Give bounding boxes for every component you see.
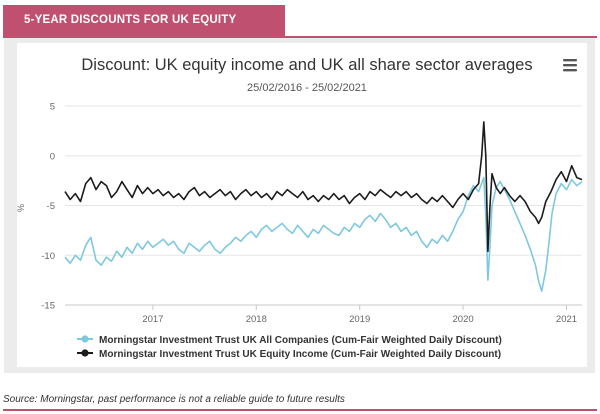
chart-title: Discount: UK equity income and UK all sh…: [81, 56, 532, 74]
line-chart: Discount: UK equity income and UK all sh…: [17, 56, 583, 360]
x-tick-label: 2018: [246, 314, 267, 325]
legend-item-label[interactable]: Morningstar Investment Trust UK All Comp…: [99, 335, 502, 346]
y-tick-label: -10: [41, 251, 55, 262]
source-note: Source: Morningstar, past performance is…: [3, 394, 345, 405]
x-tick-label: 2019: [349, 314, 370, 325]
section-banner: 5-YEAR DISCOUNTS FOR UK EQUITY TRUSTS: [3, 5, 285, 57]
bottom-rule: [3, 409, 597, 411]
legend-swatch-marker: [81, 349, 89, 357]
series-line-equity-income: [64, 121, 583, 253]
chart-card: Discount: UK equity income and UK all sh…: [17, 43, 587, 367]
chart-subtitle: 25/02/2016 - 25/02/2021: [247, 82, 367, 94]
x-tick-label: 2017: [142, 314, 163, 325]
y-tick-label: -15: [41, 301, 55, 312]
x-tick-label: 2021: [556, 314, 577, 325]
y-tick-label: -5: [47, 201, 55, 212]
series-line-all-companies: [64, 176, 583, 292]
y-tick-label: 0: [50, 151, 55, 162]
legend-item-label[interactable]: Morningstar Investment Trust UK Equity I…: [99, 349, 501, 360]
y-tick-label: 5: [50, 102, 55, 113]
legend-swatch-marker: [81, 335, 89, 343]
menu-icon[interactable]: [563, 59, 577, 72]
y-axis-label: %: [17, 204, 26, 212]
x-tick-label: 2020: [453, 314, 474, 325]
banner-rule: [3, 36, 597, 38]
